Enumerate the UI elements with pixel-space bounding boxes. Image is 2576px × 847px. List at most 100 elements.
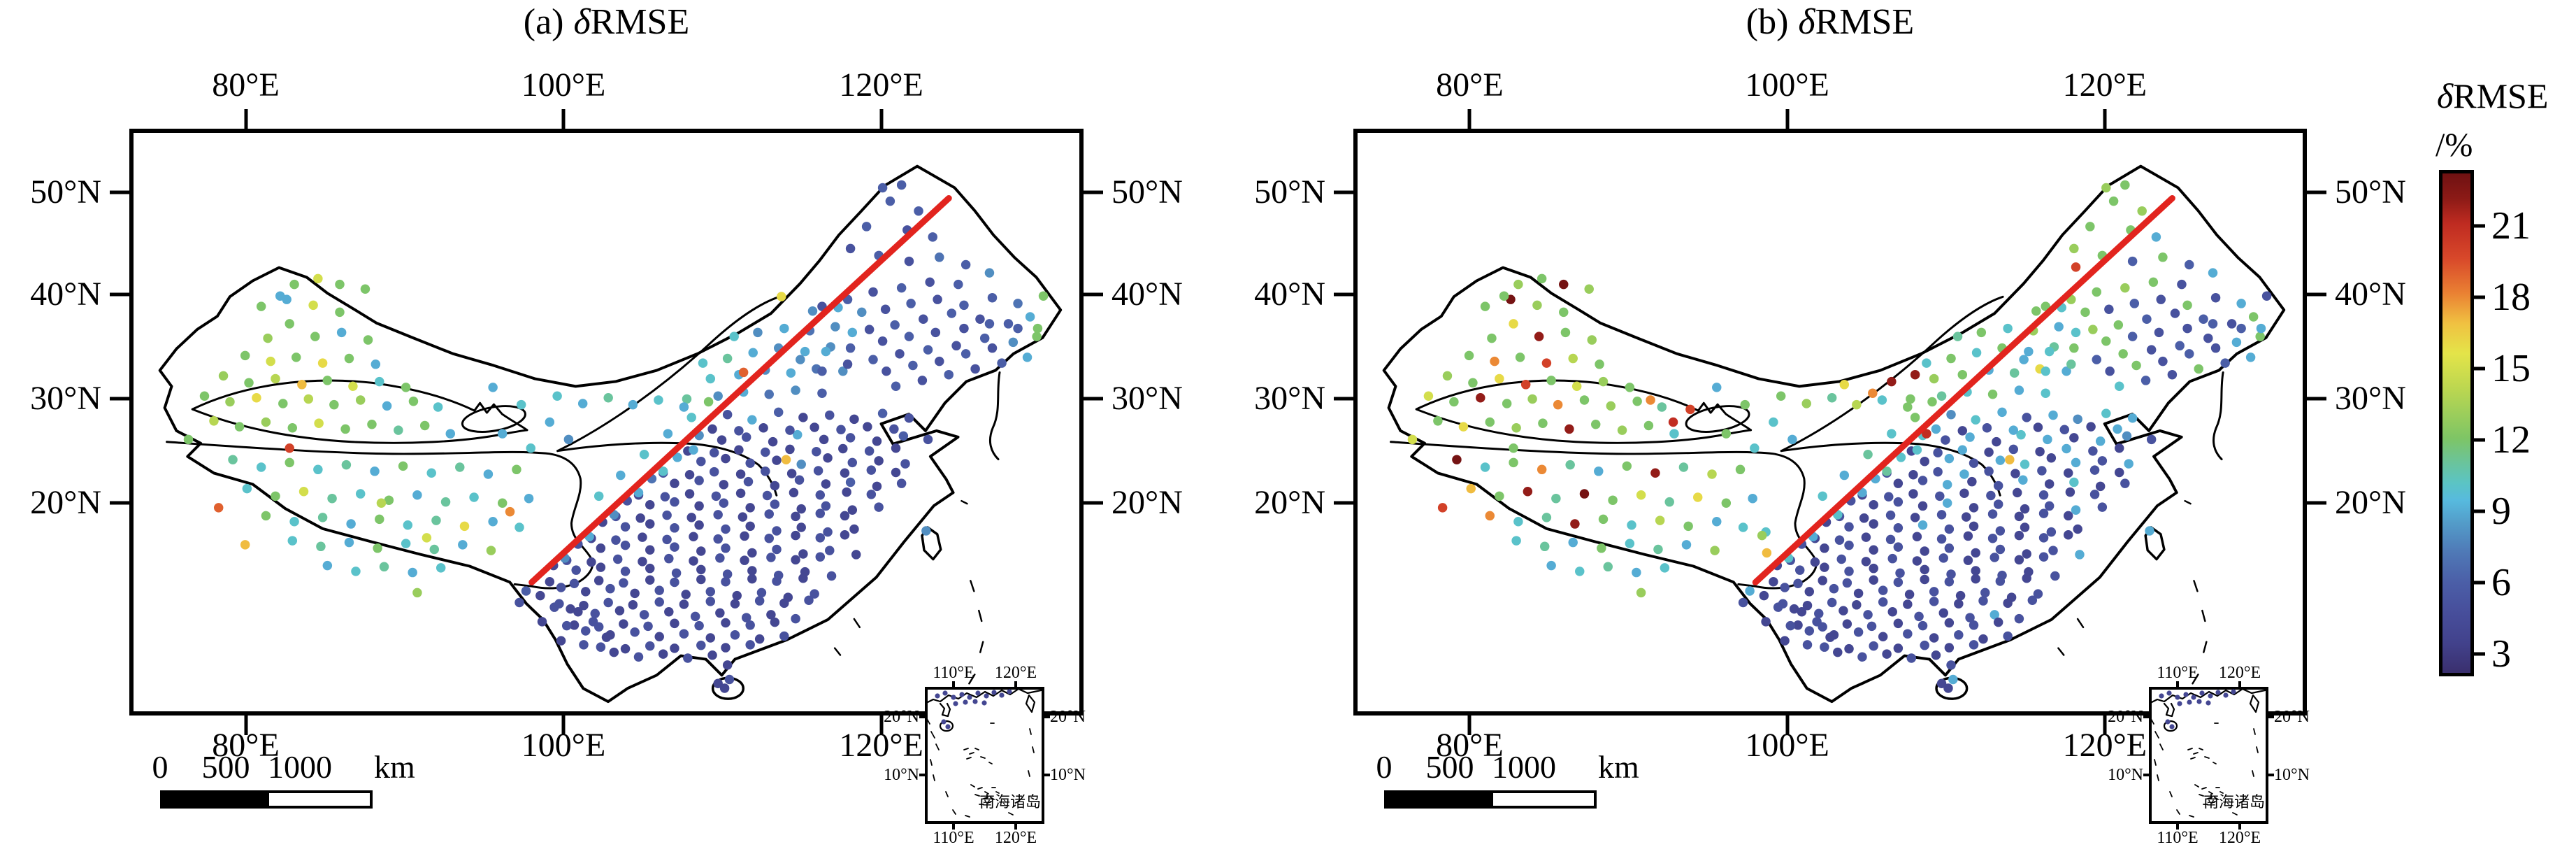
inset-station-dot [2159,693,2164,699]
station-dot [715,553,725,563]
station-dot [773,407,784,418]
station-dot [1707,469,1717,479]
station-dot [2108,196,2119,206]
station-dot [1969,458,1979,468]
station-dot [516,399,526,410]
inset-station-dot [942,690,948,696]
inset-tick [919,716,925,718]
station-dot [1869,519,1878,529]
panel-b-tag: (b) [1746,2,1789,42]
station-dot [1893,478,1904,488]
colorbar-title: δRMSE [2437,78,2548,113]
station-dot [914,206,923,216]
x-axis-label-top: 120°E [839,66,923,104]
scalebar-1000: 1000 [268,749,332,785]
station-dot [2046,527,2057,537]
station-dot [556,636,566,646]
station-dot [2182,323,2192,334]
station-dot [645,641,655,651]
station-dot [764,509,774,519]
station-dot [2085,222,2095,232]
station-dot [721,543,731,553]
station-dot [645,519,655,529]
station-dot [252,393,261,403]
station-dot [904,256,914,266]
y-axis-tick-left [110,190,129,194]
station-dot [2199,314,2208,325]
station-dot [620,540,631,550]
station-dot [2003,598,2013,608]
station-dot [764,533,774,543]
station-dot [798,574,808,583]
station-dot [740,531,749,541]
station-dot [722,410,733,420]
station-dot [497,498,508,508]
station-dot [2158,356,2168,366]
station-dot [1952,332,1963,341]
station-dot [1884,492,1894,501]
station-dot [577,399,588,408]
y-axis-tick-left [1334,501,1353,505]
station-dot [2158,252,2168,262]
station-dot [768,436,778,447]
station-dot [2101,183,2111,193]
scalebar-km: km [1598,749,1639,785]
station-dot [2122,431,2132,441]
station-dot [1944,618,1955,628]
y-axis-label-right: 40°N [1111,276,1183,313]
delta-symbol: δ [2437,76,2454,115]
station-dot [840,511,850,521]
inset-top-120e: 120°E [2218,664,2261,682]
station-dot [849,414,859,425]
station-dot [2073,414,2082,425]
station-dot [556,583,566,592]
station-dot [1908,489,1918,499]
station-dot [433,402,443,412]
station-dot [1013,299,1023,308]
station-dot [261,417,271,427]
inset-station-dot [2206,700,2211,706]
station-dot [633,652,644,662]
station-dot [1627,520,1636,530]
station-dot [1944,453,1955,464]
station-dot [717,435,727,445]
station-dot [1989,553,1999,562]
station-dot [2031,306,2041,316]
x-axis-tick-top [1467,109,1472,129]
station-dot [579,640,589,650]
station-dot [1541,513,1552,522]
station-dot [791,385,800,395]
station-dot [2005,455,2015,464]
station-dot [1468,378,1478,388]
station-dot [1992,436,2001,447]
station-dot [2208,268,2218,278]
station-dot [1904,590,1915,599]
station-dot [1575,567,1585,576]
x-axis-tick-top [244,109,248,129]
station-dot [645,545,655,555]
station-dot [1893,542,1904,552]
station-dot [825,546,835,555]
station-dot [1721,498,1732,508]
inset-tick [2238,824,2241,830]
station-dot [1887,376,1897,387]
station-dot [1957,369,1968,380]
station-dot [308,300,318,311]
y-axis-label-left: 50°N [30,173,101,211]
station-dot [1893,643,1904,653]
station-dot [2022,549,2031,559]
station-dot [1969,620,1979,630]
station-dot [1903,402,1913,412]
station-dot [896,180,907,190]
station-dot [1827,393,1837,403]
station-dot [1936,678,1947,689]
station-dot [587,557,596,567]
station-dot [1509,457,1518,468]
station-dot [2075,550,2085,560]
station-dot [289,517,299,527]
station-dot [2185,259,2194,270]
station-dot [1887,606,1897,617]
station-dot [298,487,309,497]
figure-canvas: { "figure":{"background":"#ffffff","hu_l… [30,2,2549,846]
station-dot [754,596,765,606]
